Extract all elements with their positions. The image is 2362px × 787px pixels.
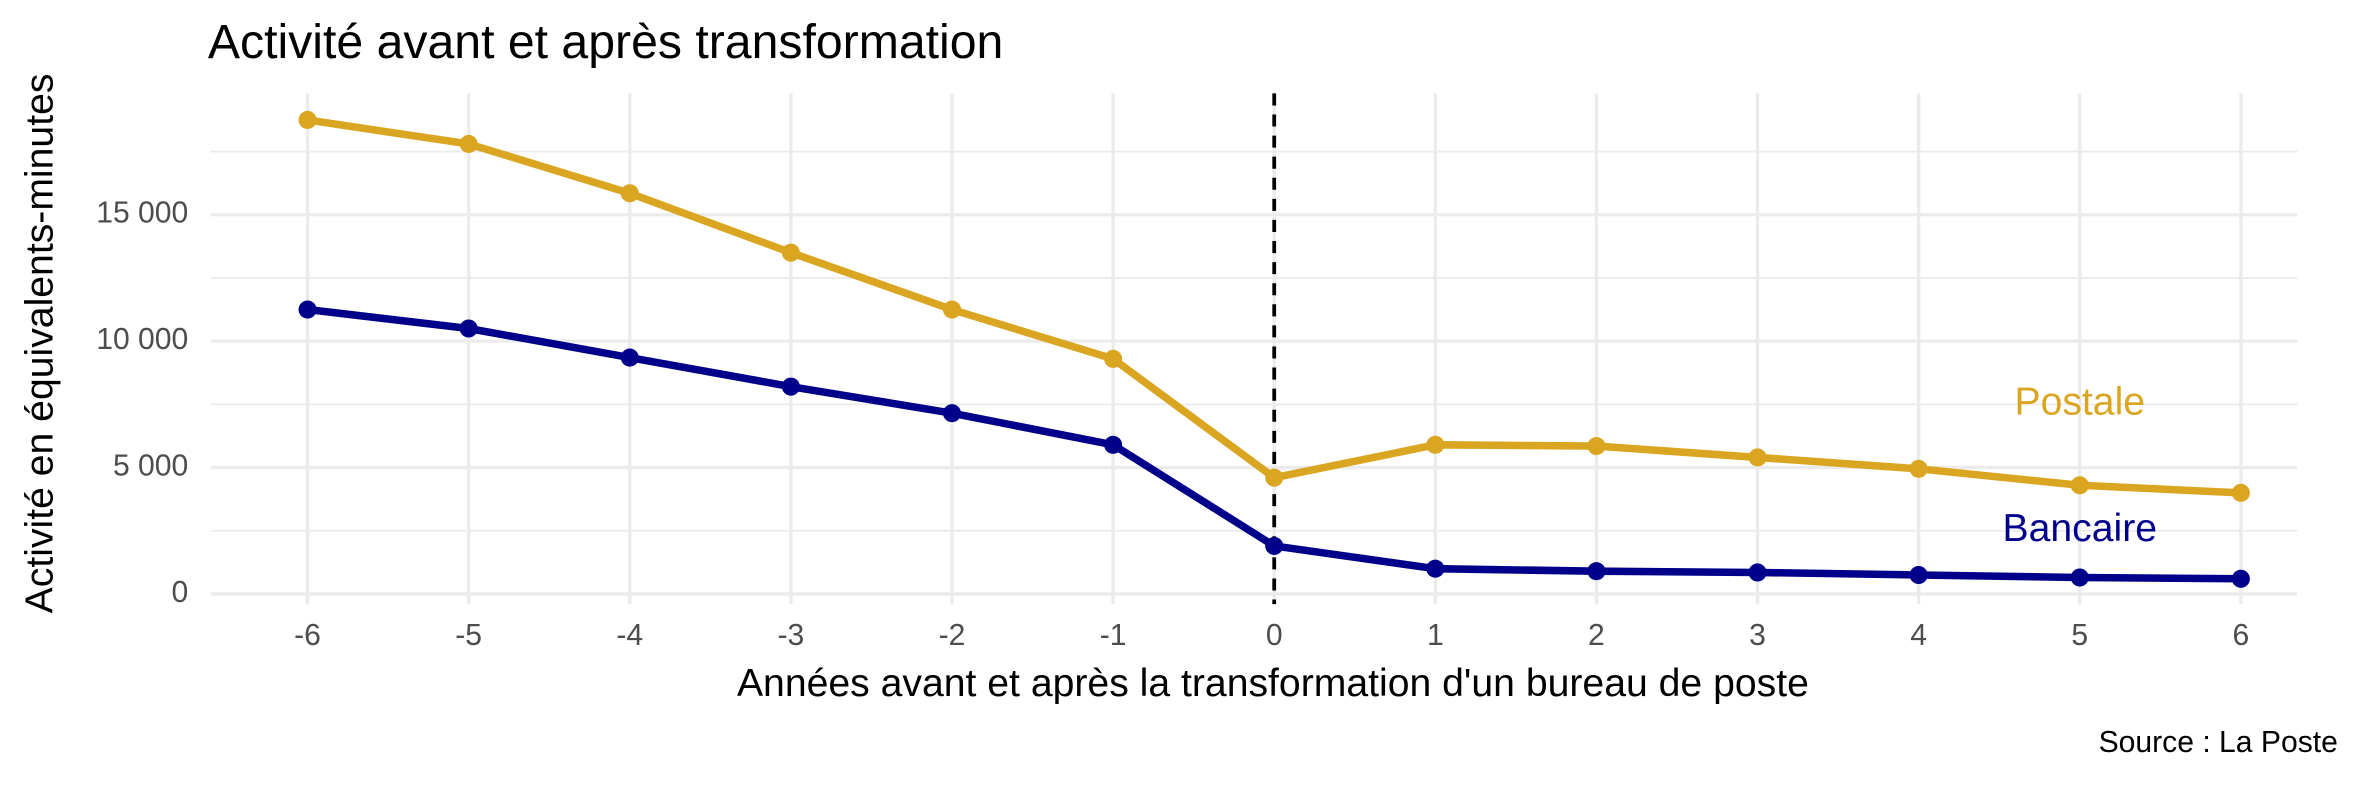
y-axis-title: Activité en équivalents-minutes bbox=[19, 74, 62, 614]
x-tick-label: 0 bbox=[1266, 619, 1283, 652]
x-tick-label: 6 bbox=[2232, 619, 2249, 652]
y-tick-label: 15 000 bbox=[96, 197, 188, 230]
data-point bbox=[1265, 468, 1284, 487]
data-point bbox=[1587, 562, 1606, 581]
data-point bbox=[298, 110, 317, 129]
y-tick-label: 10 000 bbox=[96, 323, 188, 356]
data-point bbox=[2231, 569, 2250, 588]
data-point bbox=[459, 319, 478, 338]
series-label: Postale bbox=[2014, 381, 2145, 424]
x-tick-label: -4 bbox=[616, 619, 643, 652]
x-tick-label: -5 bbox=[455, 619, 482, 652]
series-label: Bancaire bbox=[2002, 507, 2157, 550]
data-point bbox=[1104, 435, 1123, 454]
y-tick-label: 5 000 bbox=[113, 450, 188, 483]
data-point bbox=[459, 134, 478, 153]
x-tick-label: 1 bbox=[1427, 619, 1444, 652]
data-point bbox=[1909, 459, 1928, 478]
chart-body: Activité avant et après transformation A… bbox=[19, 15, 2338, 759]
data-point bbox=[298, 300, 317, 319]
data-point bbox=[1426, 559, 1445, 578]
y-tick-label: 0 bbox=[172, 576, 189, 609]
data-point bbox=[2070, 568, 2089, 587]
x-tick-label: 4 bbox=[1910, 619, 1927, 652]
data-point bbox=[1104, 349, 1123, 368]
data-point bbox=[1748, 563, 1767, 582]
x-tick-label: 2 bbox=[1588, 619, 1605, 652]
data-point bbox=[1426, 435, 1445, 454]
x-tick-label: -3 bbox=[777, 619, 804, 652]
data-point bbox=[1909, 565, 1928, 585]
data-point bbox=[1587, 437, 1606, 456]
x-tick-label: 3 bbox=[1749, 619, 1766, 652]
data-point bbox=[620, 348, 639, 367]
data-point bbox=[781, 377, 800, 396]
source: Source : La Poste bbox=[2099, 726, 2338, 759]
data-point bbox=[942, 300, 962, 319]
data-point bbox=[942, 404, 962, 423]
x-tick-label: -2 bbox=[939, 619, 966, 652]
chart-title: Activité avant et après transformation bbox=[208, 15, 1003, 69]
data-point bbox=[2231, 483, 2250, 502]
data-point bbox=[620, 184, 639, 203]
data-point bbox=[781, 243, 800, 262]
data-point bbox=[1748, 448, 1767, 467]
data-point bbox=[1265, 536, 1284, 555]
x-tick-label: 5 bbox=[2071, 619, 2088, 652]
data-point bbox=[2070, 476, 2089, 495]
x-axis-title: Années avant et après la transformation … bbox=[737, 662, 1809, 705]
x-tick-label: -6 bbox=[294, 619, 321, 652]
x-tick-label: -1 bbox=[1100, 619, 1127, 652]
